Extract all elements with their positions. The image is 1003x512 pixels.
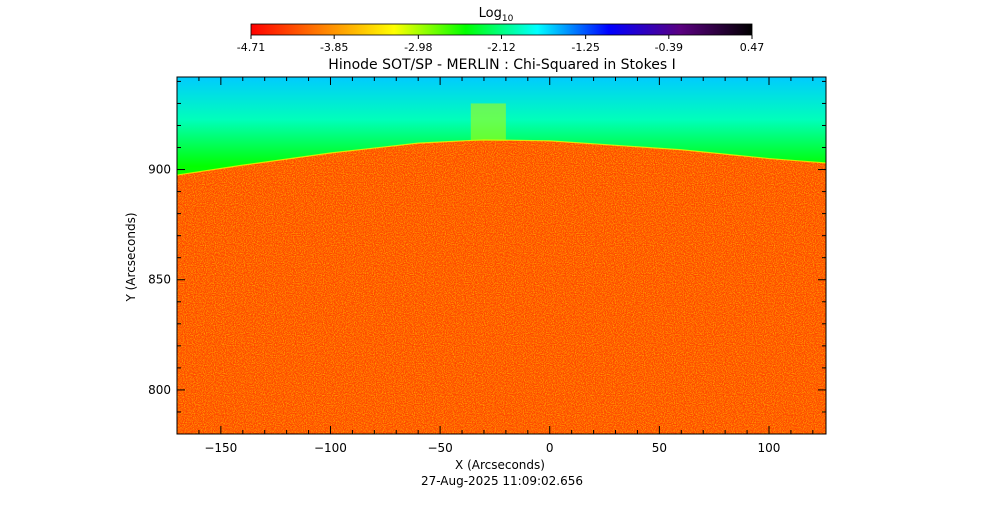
timestamp: 27-Aug-2025 11:09:02.656 bbox=[421, 474, 583, 488]
chart-title: Hinode SOT/SP - MERLIN : Chi-Squared in … bbox=[328, 57, 675, 73]
y-tick-label: 850 bbox=[148, 273, 171, 287]
x-tick-label: 0 bbox=[546, 441, 554, 455]
colorbar-tick-label: -4.71 bbox=[237, 41, 265, 54]
x-tick-label: 100 bbox=[758, 441, 781, 455]
y-tick-label: 900 bbox=[148, 163, 171, 177]
plot-area: −150 −100 −50 0 50 100 800 850 900 bbox=[148, 76, 827, 455]
colorbar-tick-label: -2.98 bbox=[404, 41, 432, 54]
y-tick-label: 800 bbox=[148, 383, 171, 397]
plot-frame bbox=[176, 76, 827, 435]
y-axis-label: Y (Arcseconds) bbox=[124, 212, 138, 302]
colorbar-tick-label: -3.85 bbox=[320, 41, 348, 54]
colorbar-tick-label: -2.12 bbox=[487, 41, 515, 54]
colorbar-tick-label: 0.47 bbox=[740, 41, 765, 54]
x-tick-label: −150 bbox=[204, 441, 237, 455]
x-axis-label: X (Arcseconds) bbox=[455, 458, 545, 472]
x-tick-label: −50 bbox=[427, 441, 452, 455]
off-limb-bright-strip bbox=[470, 103, 506, 141]
colorbar-label: Log10 bbox=[479, 6, 514, 24]
colorbar-ticks: -4.71 -3.85 -2.98 -2.12 -1.25 -0.39 0.47 bbox=[237, 35, 764, 54]
colorbar-tick-label: -1.25 bbox=[571, 41, 599, 54]
colorbar-tick-label: -0.39 bbox=[655, 41, 683, 54]
colorbar: Log10 -4.71 -3.85 -2.98 -2.12 -1.25 -0.39 0.47 bbox=[237, 6, 764, 54]
disk-noise-texture bbox=[177, 139, 826, 434]
x-tick-label: 50 bbox=[652, 441, 667, 455]
colorbar-gradient bbox=[250, 23, 753, 36]
x-axis: −150 −100 −50 0 50 100 bbox=[176, 77, 814, 455]
solar-limb bbox=[177, 139, 826, 176]
x-tick-label: −100 bbox=[314, 441, 347, 455]
y-axis: 800 850 900 bbox=[148, 80, 826, 435]
